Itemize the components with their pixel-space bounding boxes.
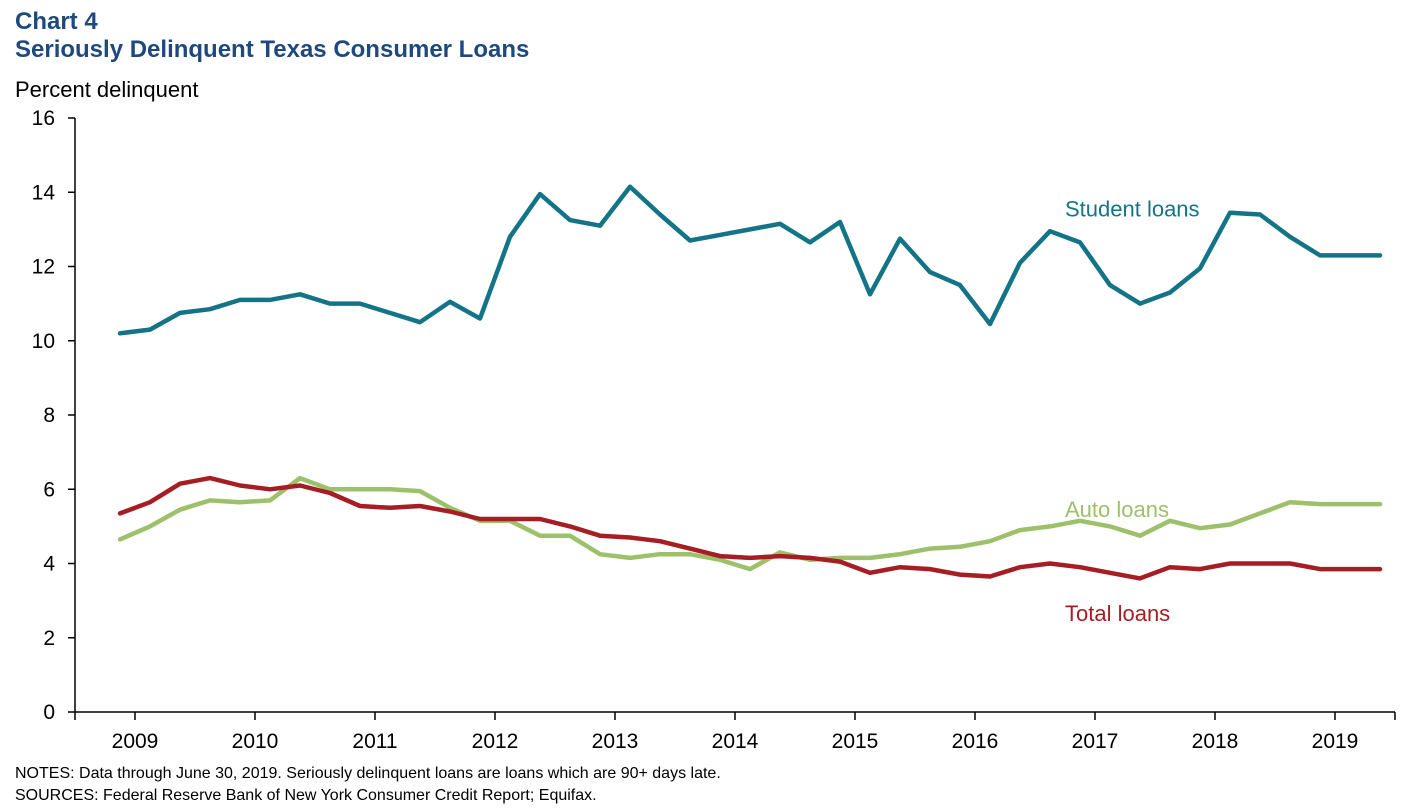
y-tick-label: 16 [32,107,55,130]
y-tick-label: 4 [43,553,55,576]
y-tick-label: 12 [32,256,55,279]
chart-number: Chart 4 [15,8,98,35]
x-tick-label: 2014 [712,730,759,753]
sources-text: SOURCES: Federal Reserve Bank of New Yor… [15,787,597,804]
x-tick-label: 2018 [1192,730,1239,753]
y-tick-label: 8 [43,404,55,427]
series-label-total-loans: Total loans [1065,601,1170,626]
x-tick-label: 2019 [1312,730,1359,753]
y-tick-label: 2 [43,627,55,650]
chart-title: Seriously Delinquent Texas Consumer Loan… [15,36,530,63]
y-axis-label: Percent delinquent [15,77,199,102]
series-line-auto-loans [117,475,1383,572]
notes-text: NOTES: Data through June 30, 2019. Serio… [15,765,721,782]
x-tick-label: 2015 [832,730,879,753]
title-block: Chart 4 Seriously Delinquent Texas Consu… [15,8,529,64]
x-tick-label: 2010 [232,730,279,753]
x-tick-label: 2009 [112,730,159,753]
x-tick-label: 2017 [1072,730,1119,753]
y-tick-label: 10 [32,330,55,353]
x-tick-label: 2013 [592,730,639,753]
series-label-auto-loans: Auto loans [1065,497,1169,522]
series-label-student-loans: Student loans [1065,196,1200,221]
x-tick-label: 2011 [352,730,397,753]
line-chart: 0 2 4 6 8 10 12 14 16 2009 2010 2011 2012 2013 2014 201… [32,107,1396,753]
series-line-student-loans [117,184,1383,336]
y-tick-label: 0 [43,701,55,724]
y-tick-label: 14 [32,181,56,204]
notes-block: NOTES: Data through June 30, 2019. Serio… [15,763,721,807]
series-line-total-loans [117,475,1383,581]
x-tick-label: 2012 [472,730,519,753]
x-tick-label: 2016 [952,730,999,753]
y-tick-label: 6 [43,478,55,501]
